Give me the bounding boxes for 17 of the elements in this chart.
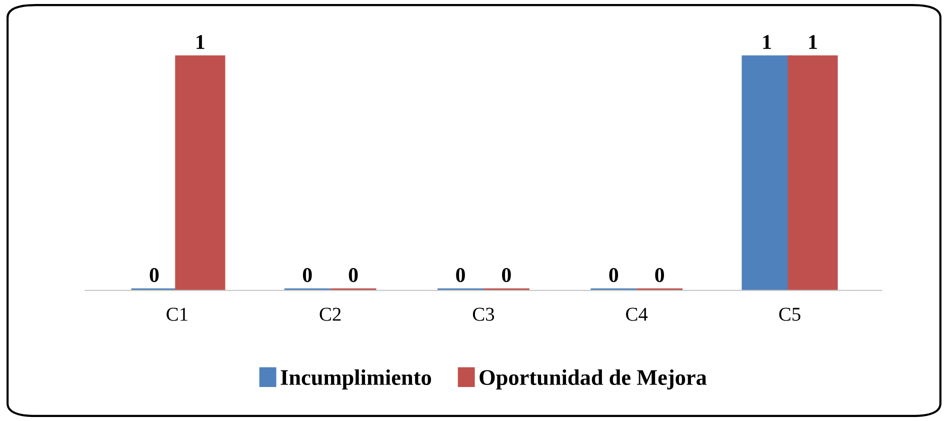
data-label: 1 [763, 35, 771, 49]
data-label: 0 [655, 268, 664, 282]
data-label: 0 [609, 268, 618, 282]
data-label: 1 [196, 35, 204, 49]
x-tick-label: C3 [472, 308, 494, 321]
data-label: 1 [809, 35, 817, 49]
data-label: 0 [456, 268, 465, 282]
x-tick-label: C4 [626, 308, 648, 321]
data-label: 0 [150, 268, 159, 282]
legend-label: Incumplimiento [280, 369, 432, 390]
legend-label: Oportunidad de Mejora [480, 369, 707, 390]
x-tick-label: C2 [320, 308, 341, 321]
data-label: 0 [348, 268, 358, 282]
data-label: 0 [502, 268, 511, 282]
x-tick-label: C5 [779, 308, 800, 321]
data-label: 0 [302, 268, 312, 282]
x-tick-label: C1 [166, 308, 188, 321]
